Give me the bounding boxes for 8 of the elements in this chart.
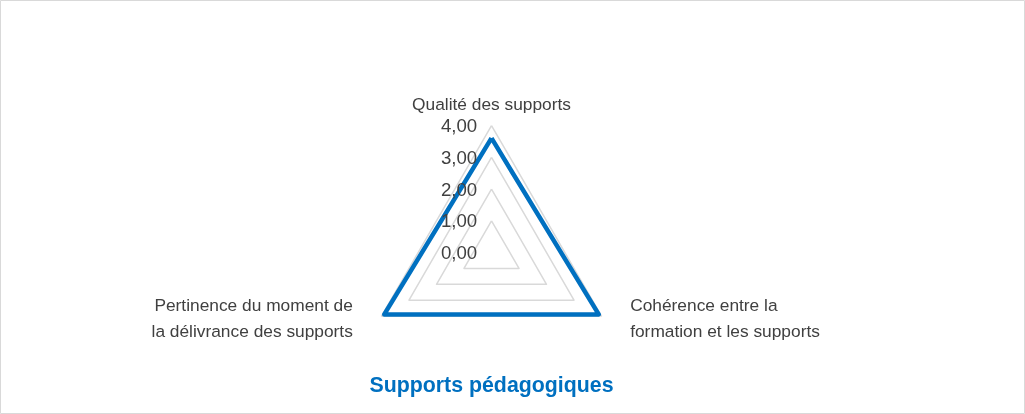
spoke-label: Cohérence entre la formation et les supports xyxy=(630,295,821,342)
y-tick-label: 0,00 xyxy=(440,242,478,263)
y-tick-label: 1,00 xyxy=(440,210,478,232)
text: Supports pédagogiques xyxy=(369,372,614,397)
spoke-label: Qualité des supports xyxy=(412,94,572,115)
spoke-label: Pertinence du moment de la délivrance des supports xyxy=(151,295,354,342)
y-tick-label: 3,00 xyxy=(440,146,478,168)
y-tick-label: 4,00 xyxy=(440,115,478,136)
